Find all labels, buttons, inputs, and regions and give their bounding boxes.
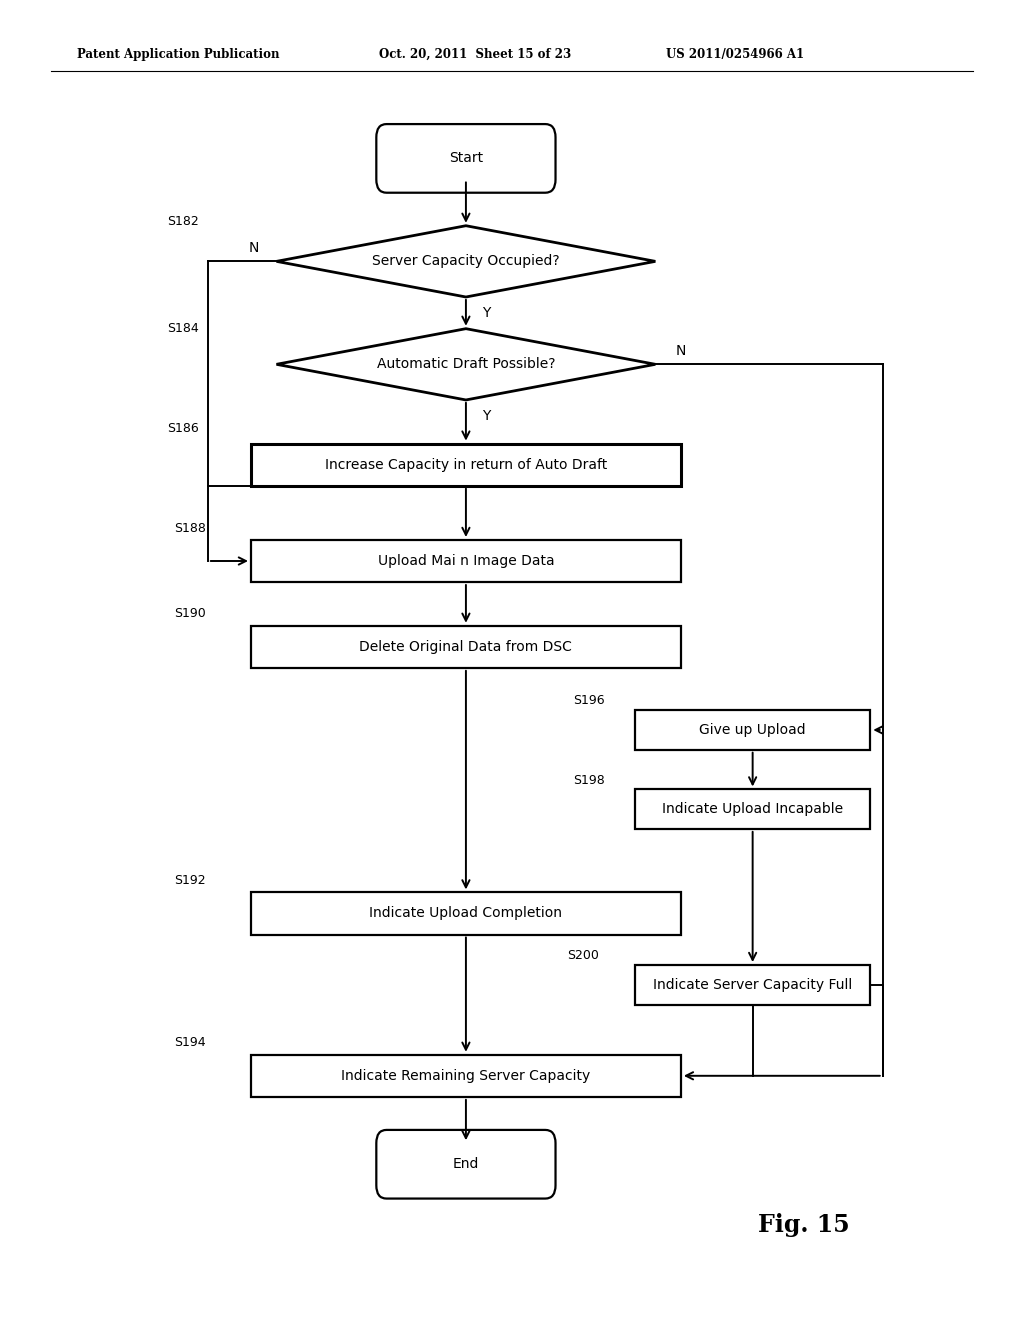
- FancyBboxPatch shape: [251, 540, 681, 582]
- Text: Increase Capacity in return of Auto Draft: Increase Capacity in return of Auto Draf…: [325, 458, 607, 471]
- FancyBboxPatch shape: [635, 965, 870, 1005]
- FancyBboxPatch shape: [377, 124, 555, 193]
- Text: S190: S190: [174, 607, 206, 620]
- Text: Indicate Remaining Server Capacity: Indicate Remaining Server Capacity: [341, 1069, 591, 1082]
- Polygon shape: [276, 329, 655, 400]
- Text: US 2011/0254966 A1: US 2011/0254966 A1: [666, 48, 804, 61]
- Text: Patent Application Publication: Patent Application Publication: [77, 48, 280, 61]
- Text: Start: Start: [449, 152, 483, 165]
- Text: S186: S186: [167, 422, 199, 436]
- Text: Indicate Server Capacity Full: Indicate Server Capacity Full: [653, 978, 852, 991]
- Text: Y: Y: [482, 409, 490, 422]
- FancyBboxPatch shape: [635, 789, 870, 829]
- Text: Delete Original Data from DSC: Delete Original Data from DSC: [359, 640, 572, 653]
- FancyBboxPatch shape: [251, 444, 681, 486]
- Text: Give up Upload: Give up Upload: [699, 723, 806, 737]
- Text: S194: S194: [174, 1036, 206, 1049]
- Text: S188: S188: [174, 521, 206, 535]
- Text: N: N: [249, 242, 259, 255]
- Text: S182: S182: [167, 215, 199, 228]
- Text: Indicate Upload Completion: Indicate Upload Completion: [370, 907, 562, 920]
- Text: Indicate Upload Incapable: Indicate Upload Incapable: [663, 803, 843, 816]
- Text: S184: S184: [167, 322, 199, 335]
- Text: N: N: [676, 345, 686, 358]
- Text: Oct. 20, 2011  Sheet 15 of 23: Oct. 20, 2011 Sheet 15 of 23: [379, 48, 571, 61]
- Text: S192: S192: [174, 874, 206, 887]
- FancyBboxPatch shape: [251, 892, 681, 935]
- FancyBboxPatch shape: [251, 1055, 681, 1097]
- Text: End: End: [453, 1158, 479, 1171]
- Text: S200: S200: [567, 949, 599, 962]
- Text: Server Capacity Occupied?: Server Capacity Occupied?: [372, 255, 560, 268]
- Polygon shape: [276, 226, 655, 297]
- FancyBboxPatch shape: [377, 1130, 555, 1199]
- Text: Fig. 15: Fig. 15: [758, 1213, 849, 1237]
- FancyBboxPatch shape: [635, 710, 870, 750]
- Text: S198: S198: [573, 774, 605, 787]
- Text: Upload Mai n Image Data: Upload Mai n Image Data: [378, 554, 554, 568]
- Text: Automatic Draft Possible?: Automatic Draft Possible?: [377, 358, 555, 371]
- Text: S196: S196: [573, 694, 605, 708]
- FancyBboxPatch shape: [251, 626, 681, 668]
- Text: Y: Y: [482, 306, 490, 319]
